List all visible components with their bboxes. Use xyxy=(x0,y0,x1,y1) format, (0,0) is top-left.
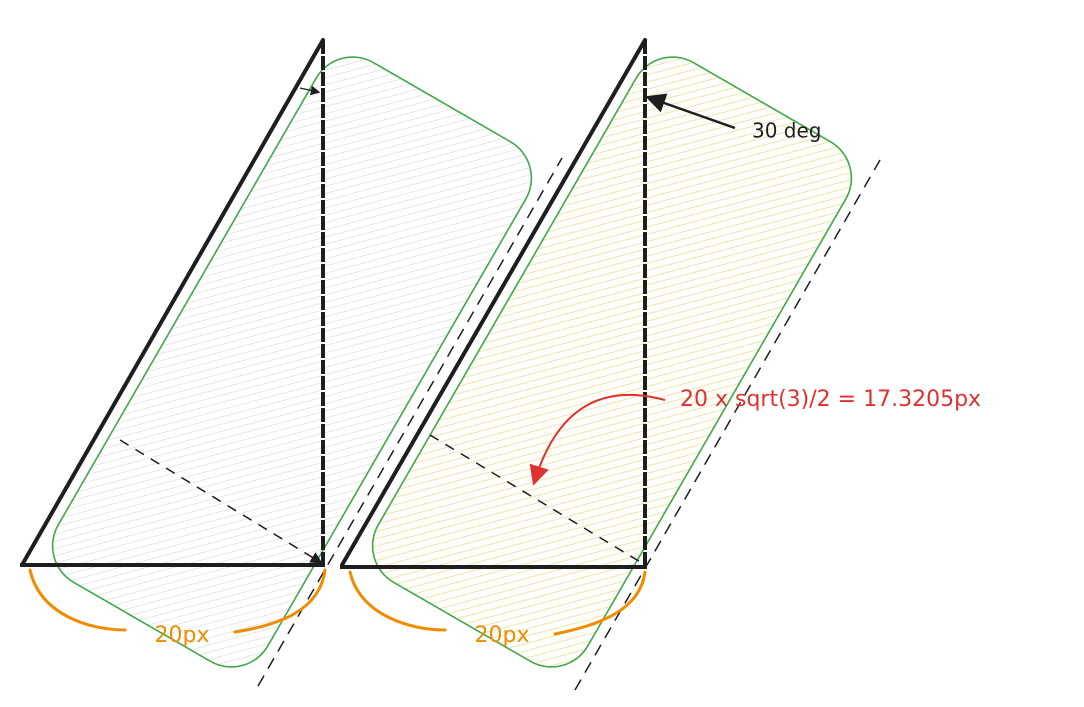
dashed-parallel xyxy=(574,159,881,691)
formula-label: 20 x sqrt(3)/2 = 17.3205px xyxy=(680,387,981,412)
brace-right xyxy=(553,570,647,636)
angle-arrow xyxy=(645,93,736,130)
rotated-rect xyxy=(51,56,533,668)
hypotenuse xyxy=(340,38,647,567)
dashed-perpendicular xyxy=(119,439,323,564)
width-label: 20px xyxy=(475,623,530,648)
width-label: 20px xyxy=(155,623,210,648)
brace-left xyxy=(348,570,447,632)
small-arrow xyxy=(299,85,321,96)
right-figure: 30 deg 20 x sqrt(3)/2 = 17.3205px 20px xyxy=(340,38,981,691)
brace-right xyxy=(233,568,327,634)
hypotenuse xyxy=(20,38,325,567)
angle-label: 30 deg xyxy=(752,119,822,143)
brace-left xyxy=(28,568,127,632)
dashed-parallel xyxy=(257,157,563,687)
formula-arrow xyxy=(529,393,666,486)
left-figure: 20px xyxy=(20,38,563,687)
rotated-rect xyxy=(371,56,853,668)
dashed-perpendicular xyxy=(429,434,643,564)
